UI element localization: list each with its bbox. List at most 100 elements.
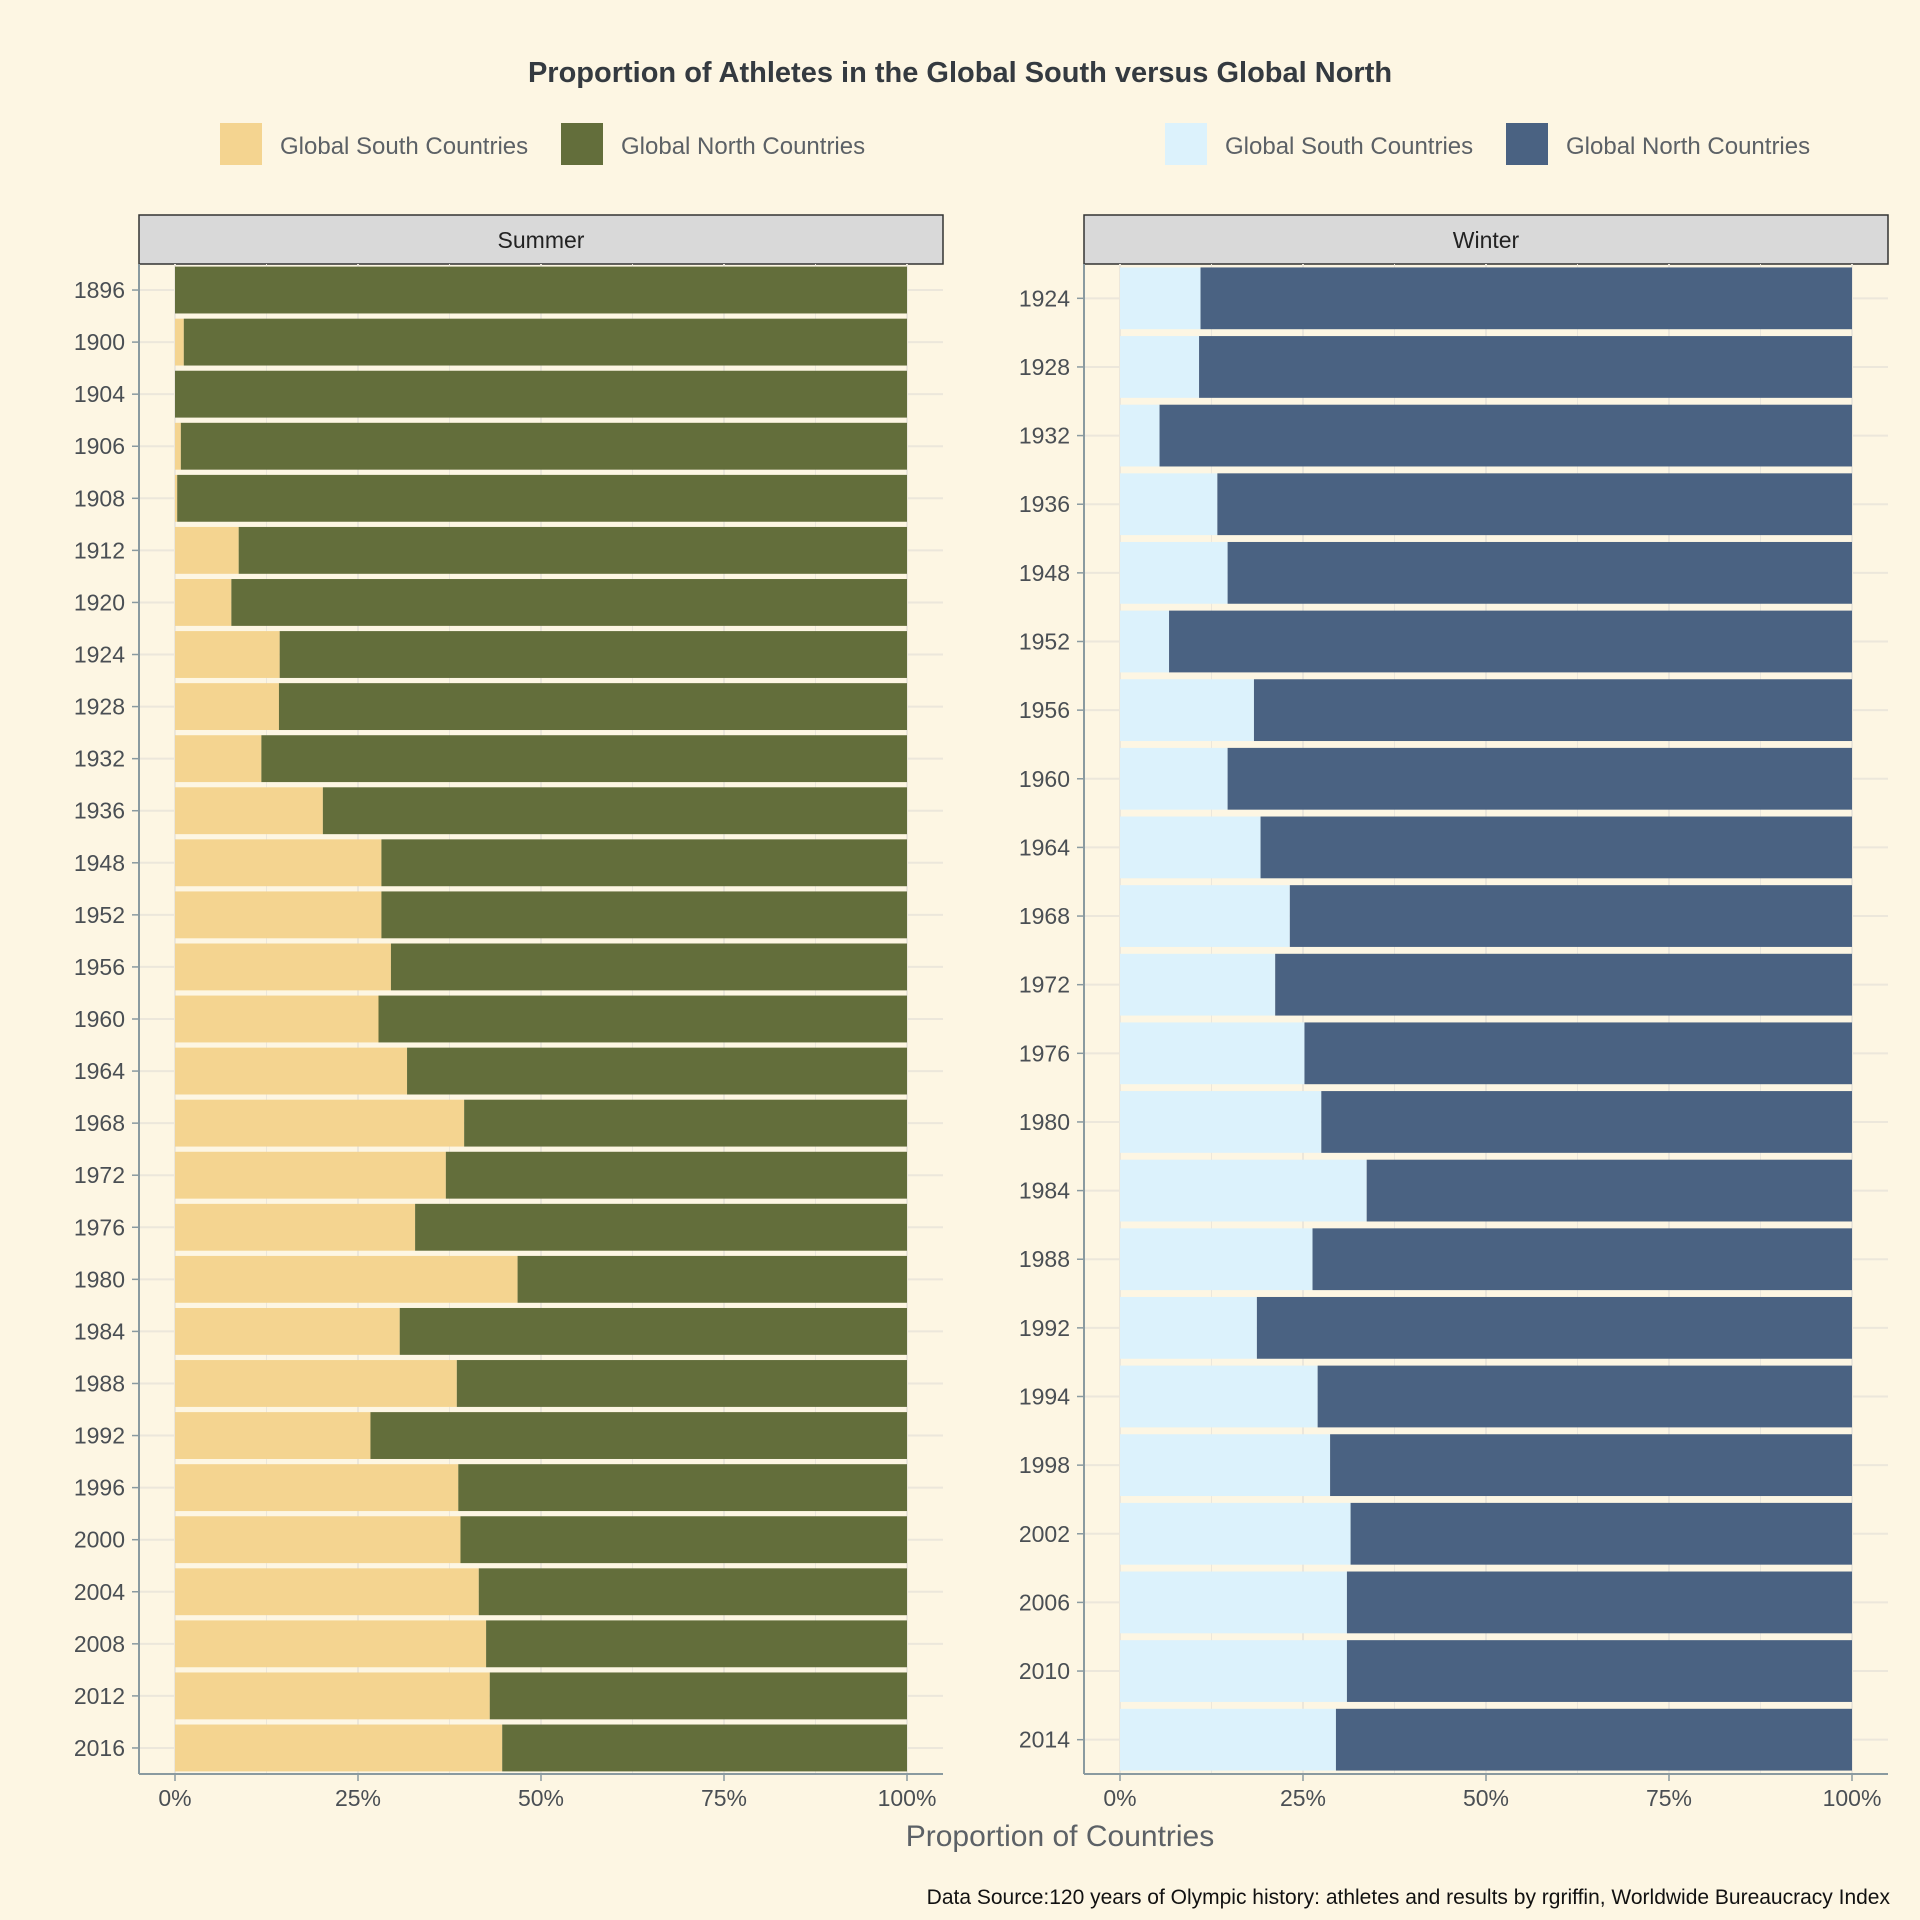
legend-swatch-winter-south (1165, 123, 1207, 165)
bar-winter-north-1972 (1275, 953, 1852, 1016)
y-tick-label-winter-1980: 1980 (1019, 1109, 1070, 1135)
bar-summer-south-1928 (175, 683, 279, 731)
y-tick-label-summer-1948: 1948 (74, 850, 125, 876)
bar-winter-south-1936 (1120, 473, 1218, 536)
facet-label-winter: Winter (1453, 227, 1520, 253)
bar-summer-south-1936 (175, 787, 323, 835)
legend-summer: Global South Countries Global North Coun… (220, 123, 865, 165)
bar-winter-north-1998 (1330, 1434, 1852, 1497)
y-tick-label-winter-1924: 1924 (1019, 285, 1070, 311)
y-tick-label-summer-1896: 1896 (74, 277, 125, 303)
x-tick-label-winter-25: 25% (1280, 1785, 1326, 1811)
bar-winter-south-1994 (1120, 1365, 1318, 1428)
bar-winter-north-2002 (1350, 1502, 1852, 1565)
x-tick-label-winter-0: 0% (1103, 1785, 1136, 1811)
y-tick-label-summer-1964: 1964 (74, 1058, 125, 1084)
bar-winter-south-1960 (1120, 747, 1228, 810)
bar-winter-south-1968 (1120, 885, 1290, 947)
bar-winter-south-1972 (1120, 953, 1276, 1016)
y-tick-label-winter-1972: 1972 (1019, 972, 1070, 998)
bar-summer-south-1948 (175, 839, 382, 887)
bar-summer-north-1920 (231, 579, 907, 626)
bar-summer-north-1964 (407, 1047, 907, 1095)
y-tick-label-winter-2006: 2006 (1019, 1589, 1070, 1615)
x-tick-label-summer-100: 100% (878, 1785, 937, 1811)
bar-winter-south-1932 (1120, 404, 1160, 467)
bar-summer-north-2004 (478, 1568, 907, 1616)
bar-summer-north-1900 (183, 318, 907, 366)
y-tick-label-summer-1980: 1980 (74, 1266, 125, 1292)
bar-summer-south-1980 (175, 1255, 518, 1303)
bar-winter-south-1988 (1120, 1228, 1313, 1291)
y-tick-label-winter-1952: 1952 (1019, 629, 1070, 655)
bar-summer-north-1908 (177, 474, 908, 522)
y-tick-label-summer-1984: 1984 (74, 1318, 125, 1344)
y-tick-label-winter-1998: 1998 (1019, 1452, 1070, 1478)
y-tick-label-summer-1976: 1976 (74, 1214, 125, 1240)
bar-winter-south-2010 (1120, 1640, 1347, 1702)
facet-strip-summer (138, 214, 944, 265)
y-tick-label-winter-1984: 1984 (1019, 1178, 1070, 1204)
bar-winter-south-2014 (1120, 1708, 1336, 1771)
bar-summer-south-1932 (175, 735, 262, 783)
bar-summer-north-1972 (445, 1151, 907, 1199)
bar-summer-north-1912 (238, 526, 907, 574)
bar-winter-north-1936 (1217, 473, 1852, 536)
bar-summer-south-1992 (175, 1412, 371, 1459)
bar-winter-north-1948 (1227, 541, 1852, 604)
bar-winter-north-2006 (1346, 1571, 1852, 1634)
y-tick-label-summer-1924: 1924 (74, 642, 125, 668)
y-tick-label-summer-2016: 2016 (74, 1735, 125, 1761)
y-tick-label-winter-1994: 1994 (1019, 1384, 1070, 1410)
legend-label-winter-north: Global North Countries (1566, 133, 1810, 160)
legend-label-summer-south: Global South Countries (280, 133, 528, 160)
bar-winter-north-2010 (1346, 1640, 1852, 1702)
bar-summer-north-1904 (175, 370, 907, 418)
bar-summer-south-1952 (175, 891, 382, 939)
y-tick-label-summer-1908: 1908 (74, 485, 125, 511)
bar-summer-north-1952 (381, 891, 907, 939)
y-tick-label-winter-1932: 1932 (1019, 423, 1070, 449)
bar-summer-north-1960 (378, 995, 908, 1043)
bar-winter-north-1984 (1366, 1159, 1852, 1222)
bar-summer-north-2008 (486, 1620, 907, 1668)
y-tick-label-winter-1928: 1928 (1019, 354, 1070, 380)
y-tick-label-summer-2012: 2012 (74, 1683, 125, 1709)
bar-summer-north-1924 (279, 631, 907, 678)
y-tick-label-summer-1956: 1956 (74, 954, 125, 980)
y-tick-label-summer-1952: 1952 (74, 902, 125, 928)
y-tick-label-summer-1904: 1904 (74, 381, 125, 407)
bar-summer-south-1964 (175, 1047, 408, 1095)
bar-winter-north-1956 (1253, 679, 1852, 742)
bar-summer-south-1908 (175, 474, 178, 522)
y-tick-label-winter-2010: 2010 (1019, 1658, 1070, 1684)
bar-summer-north-1948 (381, 839, 907, 887)
x-tick-label-summer-25: 25% (335, 1785, 381, 1811)
bar-winter-north-1976 (1304, 1022, 1852, 1085)
caption: Data Source:120 years of Olympic history… (927, 1886, 1891, 1909)
bar-summer-south-1920 (175, 579, 232, 626)
y-tick-label-summer-2000: 2000 (74, 1527, 125, 1553)
y-tick-label-summer-1920: 1920 (74, 589, 125, 615)
bar-summer-north-1992 (370, 1412, 908, 1459)
x-tick-label-winter-75: 75% (1646, 1785, 1692, 1811)
bar-winter-south-1948 (1120, 541, 1228, 604)
bar-summer-north-1896 (175, 266, 907, 314)
bar-winter-north-1928 (1199, 336, 1852, 398)
y-tick-label-winter-1960: 1960 (1019, 766, 1070, 792)
bar-winter-north-1932 (1159, 404, 1852, 467)
y-tick-label-winter-2002: 2002 (1019, 1521, 1070, 1547)
y-tick-label-winter-1992: 1992 (1019, 1315, 1070, 1341)
y-tick-label-summer-1928: 1928 (74, 694, 125, 720)
bar-winter-north-1968 (1289, 885, 1852, 947)
bar-winter-south-1976 (1120, 1022, 1305, 1085)
bar-summer-north-2012 (489, 1672, 907, 1720)
bar-summer-south-2000 (175, 1516, 461, 1564)
x-tick-label-winter-50: 50% (1463, 1785, 1509, 1811)
bar-summer-north-1968 (464, 1099, 907, 1147)
bar-winter-north-2014 (1335, 1708, 1852, 1771)
bar-winter-south-1998 (1120, 1434, 1331, 1497)
bar-summer-south-2012 (175, 1672, 490, 1720)
bar-summer-south-2004 (175, 1568, 479, 1616)
